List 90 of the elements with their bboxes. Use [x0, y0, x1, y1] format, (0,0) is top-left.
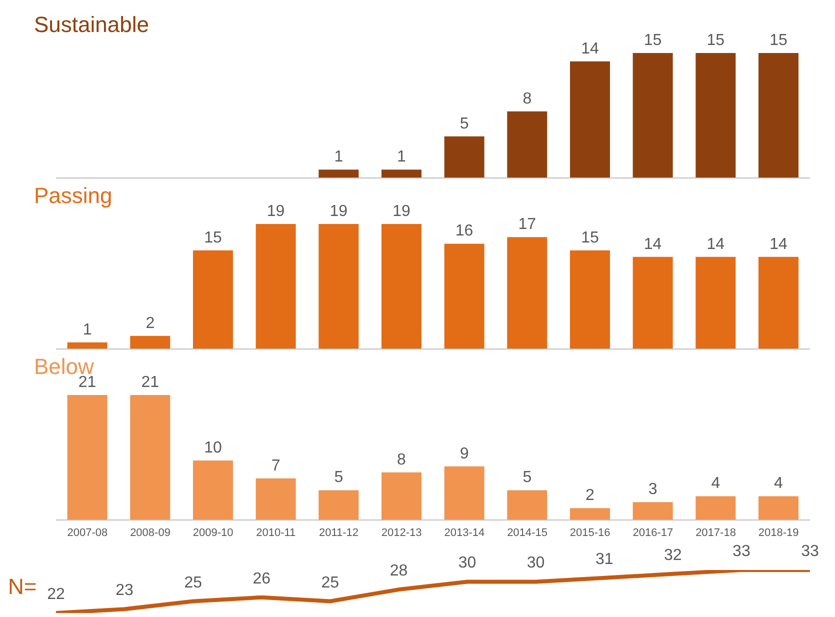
- data-label: 9: [460, 445, 469, 462]
- data-label: 22: [47, 586, 65, 603]
- data-label: 14: [581, 40, 599, 58]
- bar: [696, 53, 736, 178]
- bar: [632, 256, 673, 349]
- data-label: 19: [330, 203, 348, 220]
- data-label: 15: [770, 32, 788, 49]
- x-tick-label: 2010-11: [256, 526, 296, 539]
- bar: [696, 496, 736, 520]
- x-tick-label: 2017-18: [696, 526, 736, 539]
- bar: [318, 224, 359, 349]
- data-label: 14: [706, 236, 725, 253]
- chart-title: Passing: [34, 183, 112, 209]
- x-tick-label: 2013-14: [444, 526, 485, 539]
- data-label: 14: [644, 236, 662, 253]
- data-label: 16: [455, 222, 474, 240]
- x-tick-label: 2007-08: [67, 526, 108, 539]
- bar: [570, 250, 610, 349]
- data-label: 1: [82, 321, 92, 338]
- data-label: 15: [581, 229, 599, 246]
- bar: [758, 256, 798, 349]
- x-tick-label: 2008-09: [130, 526, 170, 539]
- bar: [570, 61, 610, 178]
- bar: [318, 170, 359, 178]
- bar: [444, 244, 484, 349]
- bar: [507, 490, 548, 520]
- bar: [381, 170, 422, 178]
- data-label: 31: [595, 550, 614, 568]
- bar: [696, 256, 736, 349]
- bar: [67, 395, 108, 520]
- bar: [130, 395, 170, 520]
- data-label: 26: [252, 570, 271, 588]
- bar: [381, 472, 422, 520]
- x-tick-label: 2015-16: [570, 526, 610, 539]
- data-label: 8: [522, 90, 532, 108]
- bar: [381, 224, 422, 349]
- x-tick-label: 2011-12: [318, 526, 359, 539]
- x-tick-label: 2009-10: [192, 526, 234, 539]
- bar: [507, 111, 548, 178]
- bar: [256, 224, 296, 349]
- bar: [507, 237, 548, 349]
- data-label: 30: [526, 554, 545, 572]
- data-label: 14: [770, 236, 788, 253]
- data-label: 19: [392, 203, 410, 220]
- data-label: 4: [774, 475, 784, 492]
- chart-title: Sustainable: [34, 12, 149, 38]
- data-label: 15: [644, 32, 662, 49]
- bar: [67, 342, 108, 349]
- data-label: 25: [184, 574, 202, 592]
- bar: [318, 490, 359, 520]
- data-label: 2: [586, 487, 595, 504]
- data-label: 32: [664, 546, 682, 564]
- data-label: 4: [711, 475, 720, 492]
- bar: [632, 502, 673, 520]
- x-tick-label: 2016-17: [632, 526, 674, 539]
- bar: [256, 478, 296, 520]
- bar: [192, 460, 233, 520]
- x-tick-label: 2014-15: [507, 526, 548, 539]
- data-label: 1: [334, 148, 344, 166]
- data-label: 25: [321, 574, 340, 592]
- bar: [632, 53, 673, 178]
- data-label: 15: [706, 32, 725, 49]
- data-label: 2: [146, 314, 155, 332]
- data-label: 5: [460, 115, 469, 132]
- bar: [444, 136, 484, 178]
- data-label: 15: [204, 229, 222, 246]
- data-label: 33: [732, 543, 750, 560]
- data-label: 30: [458, 554, 476, 572]
- data-label: 28: [390, 562, 408, 580]
- data-label: 3: [648, 481, 658, 498]
- data-label: 5: [522, 469, 532, 486]
- chart-title: N=: [8, 574, 37, 600]
- data-label: 23: [116, 582, 134, 600]
- bar: [444, 466, 484, 520]
- x-tick-label: 2018-19: [758, 526, 799, 539]
- bar: [758, 53, 798, 178]
- data-label: 17: [518, 216, 536, 234]
- bar: [130, 336, 170, 349]
- bar: [570, 508, 610, 520]
- data-label: 19: [266, 203, 285, 220]
- data-label: 5: [334, 469, 344, 486]
- data-label: 7: [271, 457, 280, 474]
- bar: [192, 250, 233, 349]
- data-label: 21: [141, 374, 160, 391]
- data-label: 1: [397, 148, 406, 166]
- bar: [758, 496, 798, 520]
- x-tick-label: 2012-13: [381, 526, 422, 539]
- data-label: 8: [397, 451, 406, 468]
- data-label: 33: [801, 543, 819, 560]
- data-label: 10: [204, 439, 222, 456]
